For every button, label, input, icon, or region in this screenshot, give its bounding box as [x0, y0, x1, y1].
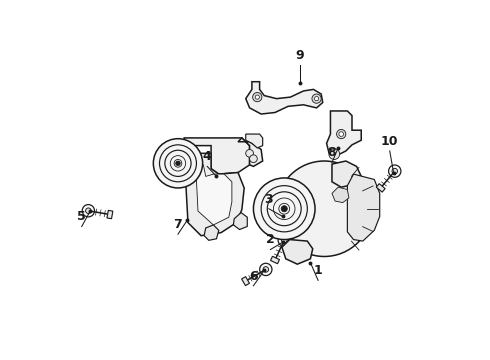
- Text: 4: 4: [203, 150, 212, 163]
- Circle shape: [249, 155, 257, 163]
- Circle shape: [82, 204, 95, 217]
- Polygon shape: [204, 225, 219, 240]
- Circle shape: [281, 212, 286, 217]
- Circle shape: [263, 267, 269, 272]
- Polygon shape: [238, 138, 263, 166]
- Text: 7: 7: [173, 218, 182, 231]
- Polygon shape: [242, 276, 249, 285]
- Polygon shape: [245, 134, 263, 148]
- Circle shape: [389, 165, 401, 177]
- Text: 6: 6: [249, 270, 258, 283]
- Circle shape: [329, 149, 340, 159]
- Circle shape: [281, 237, 287, 243]
- Text: 1: 1: [314, 264, 322, 277]
- Text: 3: 3: [265, 193, 273, 206]
- Polygon shape: [376, 184, 385, 192]
- Polygon shape: [245, 82, 323, 114]
- Circle shape: [153, 139, 203, 188]
- Text: 5: 5: [77, 210, 86, 223]
- Polygon shape: [271, 231, 280, 238]
- Text: 9: 9: [295, 49, 304, 62]
- Polygon shape: [332, 161, 361, 187]
- Circle shape: [392, 168, 397, 174]
- Circle shape: [255, 95, 259, 99]
- Text: 8: 8: [328, 147, 336, 159]
- Circle shape: [281, 206, 287, 212]
- Polygon shape: [184, 138, 249, 174]
- Polygon shape: [233, 213, 247, 230]
- Circle shape: [253, 93, 262, 102]
- Circle shape: [175, 161, 180, 166]
- Polygon shape: [282, 239, 313, 264]
- Circle shape: [278, 234, 291, 246]
- Polygon shape: [107, 210, 113, 219]
- Polygon shape: [184, 153, 244, 236]
- Circle shape: [337, 130, 346, 139]
- Circle shape: [253, 178, 315, 239]
- Polygon shape: [332, 187, 349, 203]
- Polygon shape: [270, 256, 279, 264]
- Text: 2: 2: [266, 234, 275, 247]
- Polygon shape: [347, 174, 380, 241]
- Circle shape: [339, 132, 343, 136]
- Circle shape: [246, 149, 253, 157]
- Circle shape: [315, 96, 318, 101]
- Text: 10: 10: [381, 135, 398, 148]
- Polygon shape: [196, 165, 232, 225]
- Circle shape: [276, 161, 372, 256]
- Circle shape: [260, 263, 272, 276]
- Polygon shape: [327, 111, 361, 156]
- Circle shape: [277, 208, 290, 221]
- Circle shape: [312, 94, 321, 103]
- Circle shape: [86, 208, 91, 213]
